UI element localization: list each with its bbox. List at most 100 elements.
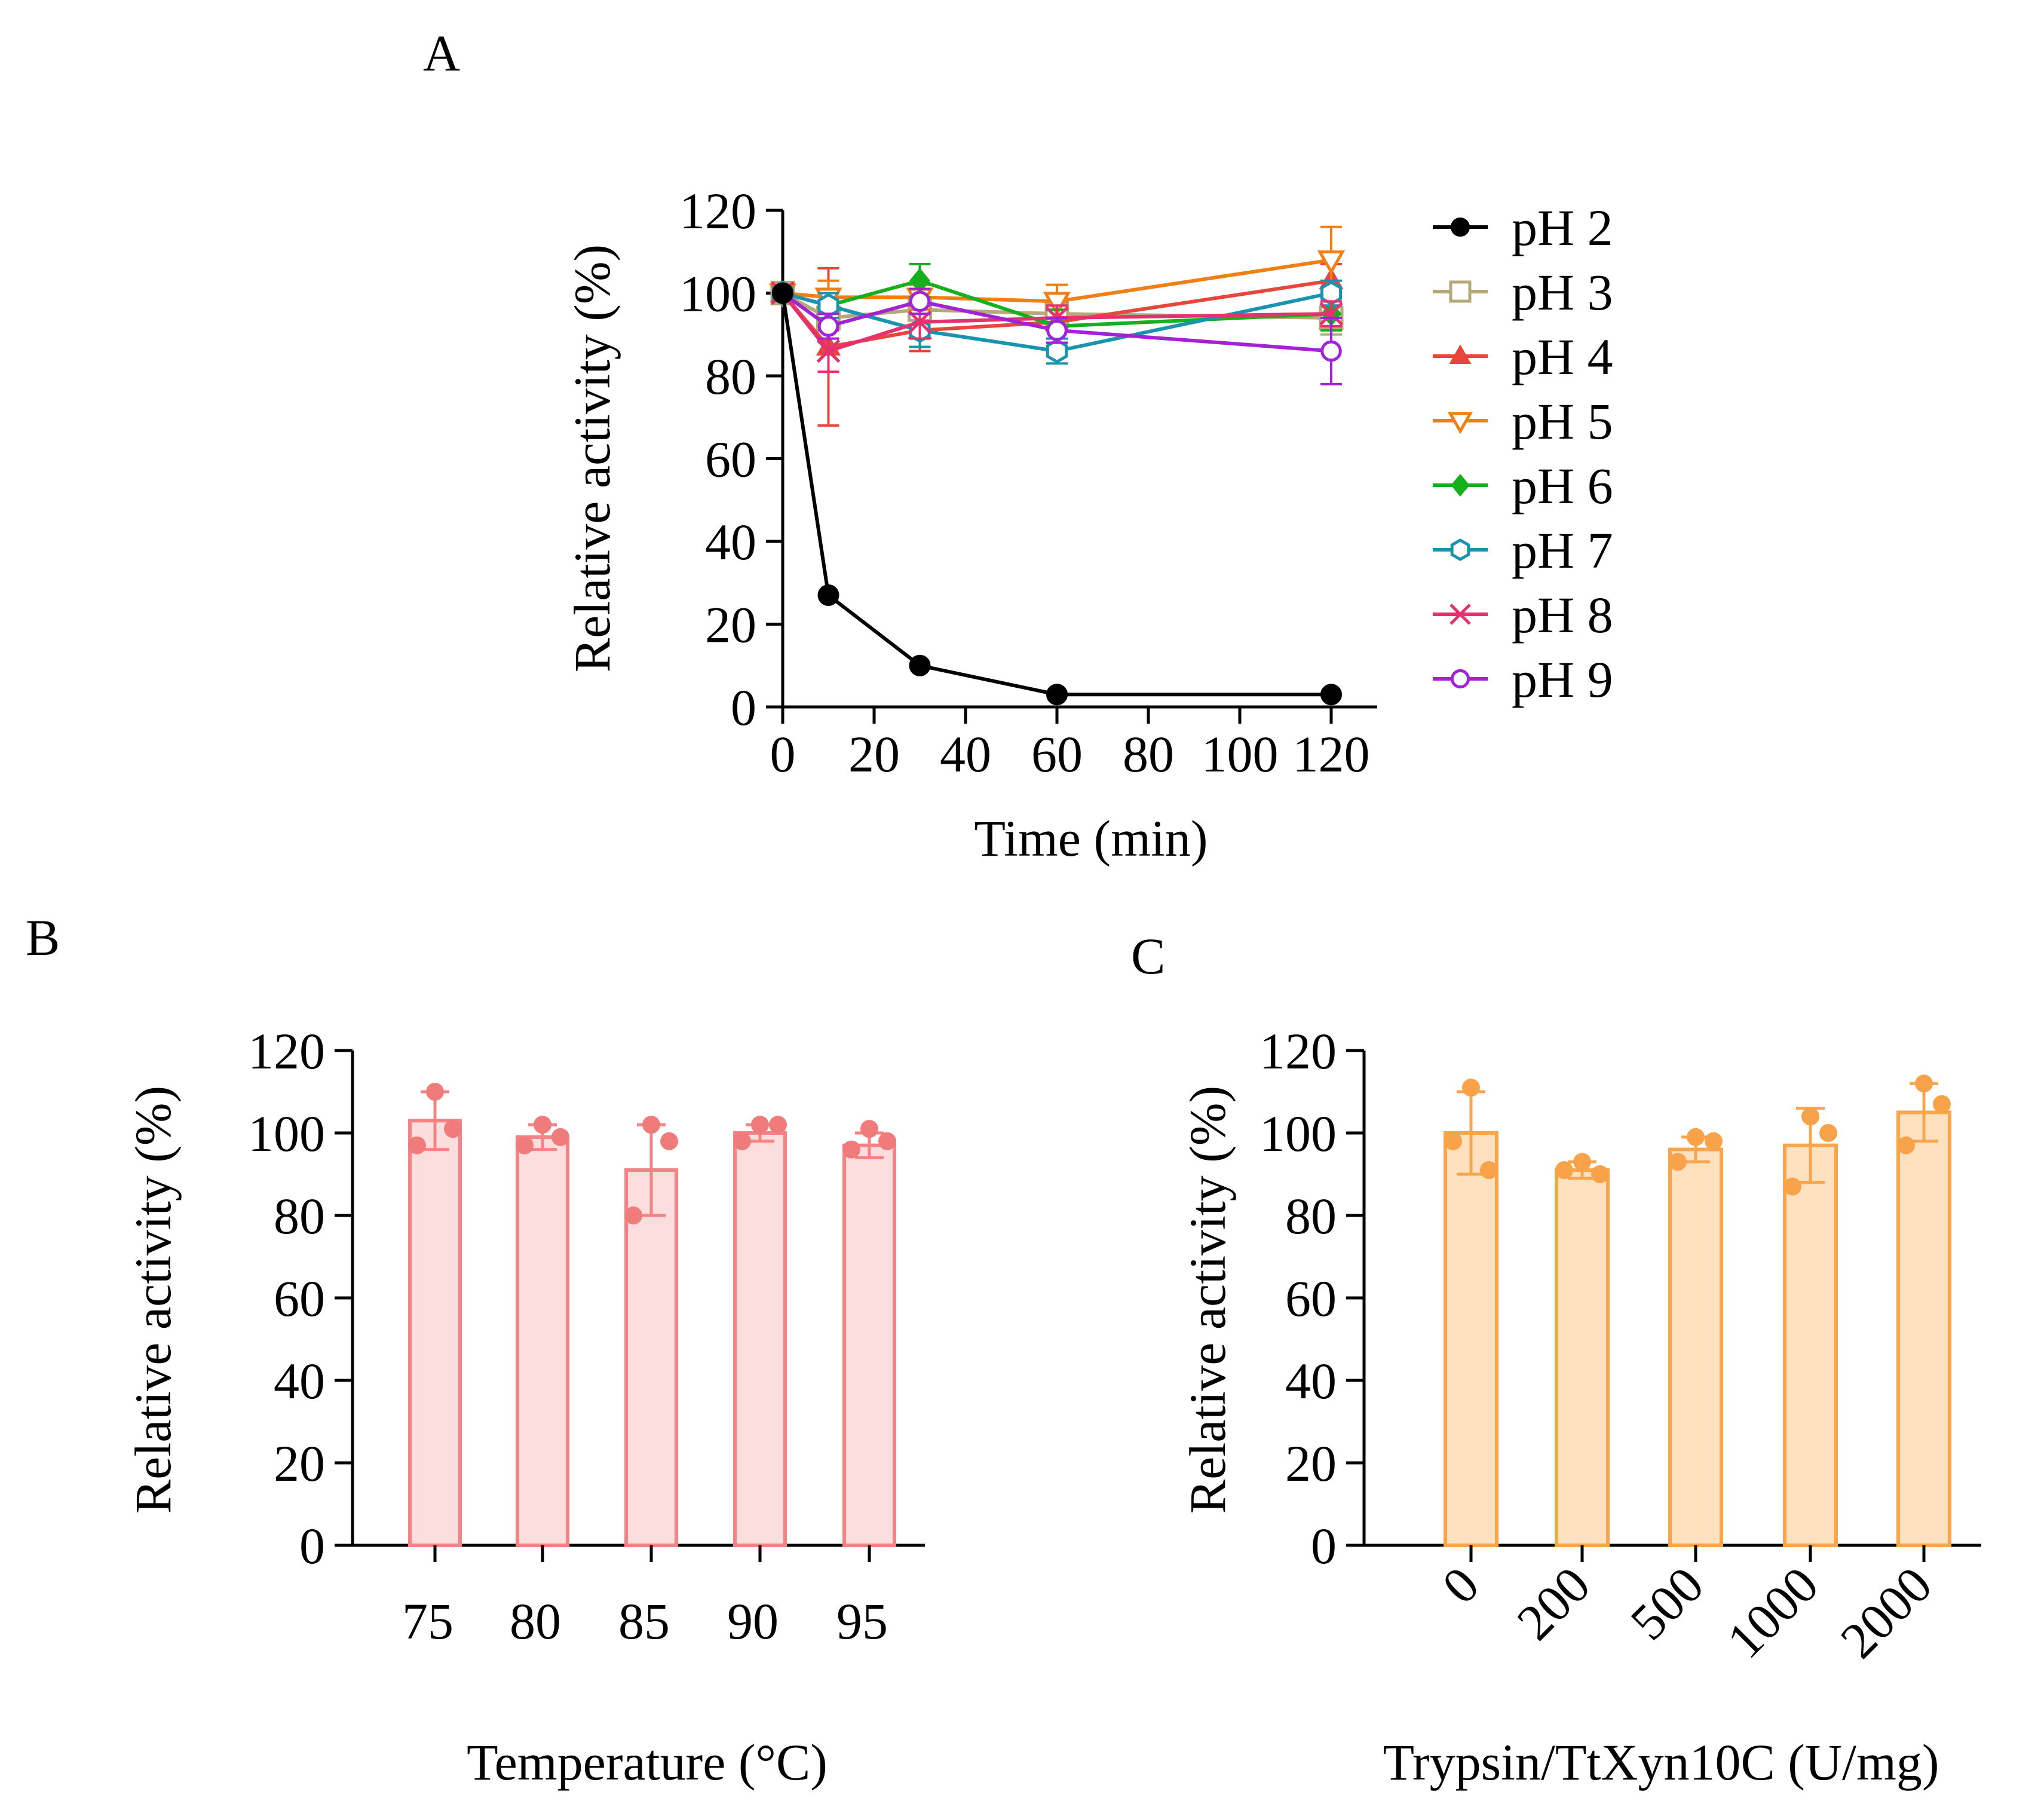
bar-group (408, 1083, 462, 1562)
legend-item: pH 5 (1433, 393, 1613, 450)
panel-a-y-tick-label: 60 (705, 431, 756, 488)
replicate-point (1783, 1177, 1801, 1196)
legend-item: pH 2 (1433, 199, 1613, 256)
replicate-point (1591, 1165, 1609, 1183)
replicate-point (516, 1136, 534, 1154)
replicate-point (860, 1120, 878, 1138)
legend-label: pH 3 (1512, 264, 1613, 321)
legend-item: pH 9 (1433, 651, 1613, 708)
replicate-point (769, 1116, 787, 1134)
panel-b-y-tick-label: 80 (274, 1187, 325, 1245)
panel-c-label: C (1131, 927, 1165, 985)
panel-c-bars (1444, 1074, 1951, 1562)
panel-a-x-tick-label: 40 (940, 725, 991, 783)
legend-marker (1451, 473, 1470, 497)
panel-c-x-tick-label: 0 (1431, 1556, 1490, 1615)
panel-a-y-tick-label: 40 (705, 513, 756, 571)
panel-b-bars (408, 1083, 896, 1562)
bar-group (516, 1116, 569, 1562)
data-point (1043, 292, 1071, 317)
replicate-point (1555, 1161, 1573, 1180)
panel-a-y-tick-label: 20 (705, 596, 756, 654)
series-ph-5 (768, 225, 1346, 320)
panel-a-axes (781, 210, 1377, 709)
data-point (1320, 684, 1342, 706)
panel-b-x-axis-title: Temperature (°C) (467, 1734, 828, 1791)
bar (516, 1135, 569, 1547)
panel-a-x-tick-label: 120 (1293, 725, 1370, 783)
legend-item: pH 4 (1433, 328, 1613, 385)
panel-c-y-tick-label: 80 (1285, 1187, 1337, 1245)
data-point (816, 339, 841, 363)
panel-b-y-axis-title: Relative activity (%) (124, 1086, 182, 1514)
panel-a-series (768, 225, 1346, 706)
legend-label: pH 4 (1512, 328, 1613, 385)
bar (1555, 1168, 1610, 1547)
panel-c-y-tick-label: 100 (1260, 1105, 1337, 1162)
panel-c-x-tick-label: 2000 (1830, 1556, 1943, 1670)
legend-item: pH 8 (1433, 586, 1613, 644)
panel-a-y-tick-label: 120 (679, 182, 756, 240)
panel-a-x-axis-title: Time (min) (974, 810, 1208, 867)
replicate-point (733, 1132, 751, 1150)
panel-c-x-axis-title: Trypsin/TtXyn10C (U/mg) (1383, 1734, 1939, 1791)
panel-c-y-tick-label: 40 (1285, 1352, 1337, 1410)
replicate-point (1705, 1132, 1723, 1150)
panel-a-x-tick-label: 0 (770, 725, 796, 783)
replicate-point (408, 1136, 426, 1154)
legend-label: pH 8 (1512, 586, 1613, 644)
data-point (1319, 302, 1343, 326)
panel-a-x-tick-label: 100 (1202, 725, 1279, 783)
series-ph-9 (772, 282, 1342, 385)
data-point (1046, 684, 1068, 706)
panel-a-x-ticks: 0 20 40 60 80 100 120 (770, 707, 1370, 783)
panel-c-y-tick-label: 20 (1285, 1435, 1337, 1492)
legend-marker (1450, 669, 1470, 689)
bar (842, 1143, 896, 1547)
panel-c-y-axis-title: Relative activity (%) (1179, 1086, 1236, 1514)
bar (1444, 1131, 1498, 1547)
panel-c-bar-chart: C 0 20 40 60 80 100 120 0 200 500 1000 2000 Relati… (1131, 927, 1981, 1791)
replicate-point (660, 1132, 678, 1150)
data-point (817, 584, 839, 607)
bar-group (1555, 1153, 1610, 1562)
legend-marker (1447, 412, 1473, 434)
legend-marker (1450, 604, 1471, 625)
legend-item: pH 7 (1433, 522, 1613, 579)
replicate-point (878, 1132, 896, 1150)
legend-label: pH 6 (1512, 457, 1613, 515)
replicate-point (1444, 1132, 1462, 1150)
legend-label: pH 9 (1512, 651, 1613, 708)
panel-b-y-tick-label: 100 (248, 1105, 325, 1162)
panel-a-x-tick-label: 20 (848, 725, 900, 783)
bar (1783, 1143, 1838, 1547)
bar (1668, 1147, 1723, 1547)
series-ph-2 (772, 282, 1342, 706)
bar-group (1783, 1107, 1838, 1562)
panel-a-y-tick-label: 0 (731, 679, 756, 736)
replicate-point (1915, 1074, 1933, 1093)
replicate-point (1462, 1079, 1480, 1097)
bar (624, 1168, 678, 1547)
panel-a-y-tick-label: 100 (679, 265, 756, 323)
data-point (909, 290, 931, 313)
panel-b-x-tick-label: 95 (836, 1593, 888, 1650)
replicate-point (1897, 1136, 1915, 1154)
panel-a-x-tick-label: 60 (1031, 725, 1083, 783)
replicate-point (426, 1083, 444, 1101)
panel-b-x-tick-label: 90 (727, 1593, 779, 1650)
panel-b-x-tick-label: 85 (618, 1593, 670, 1650)
data-point (1046, 320, 1068, 341)
panel-a-y-axis-title: Relative activity (%) (563, 244, 621, 672)
panel-c-y-tick-label: 0 (1311, 1517, 1337, 1575)
panel-c-x-tick-labels: 0 200 500 1000 2000 (1431, 1556, 1942, 1670)
replicate-point (1801, 1107, 1819, 1126)
panel-c-y-ticks: 0 20 40 60 80 100 120 (1260, 1022, 1364, 1575)
replicate-point (642, 1116, 660, 1134)
replicate-point (842, 1140, 860, 1159)
replicate-point (1819, 1124, 1837, 1142)
bar (1896, 1110, 1951, 1547)
replicate-point (1933, 1095, 1951, 1113)
bar (408, 1119, 462, 1548)
panel-a-y-ticks: 0 20 40 60 80 100 120 (679, 182, 783, 736)
